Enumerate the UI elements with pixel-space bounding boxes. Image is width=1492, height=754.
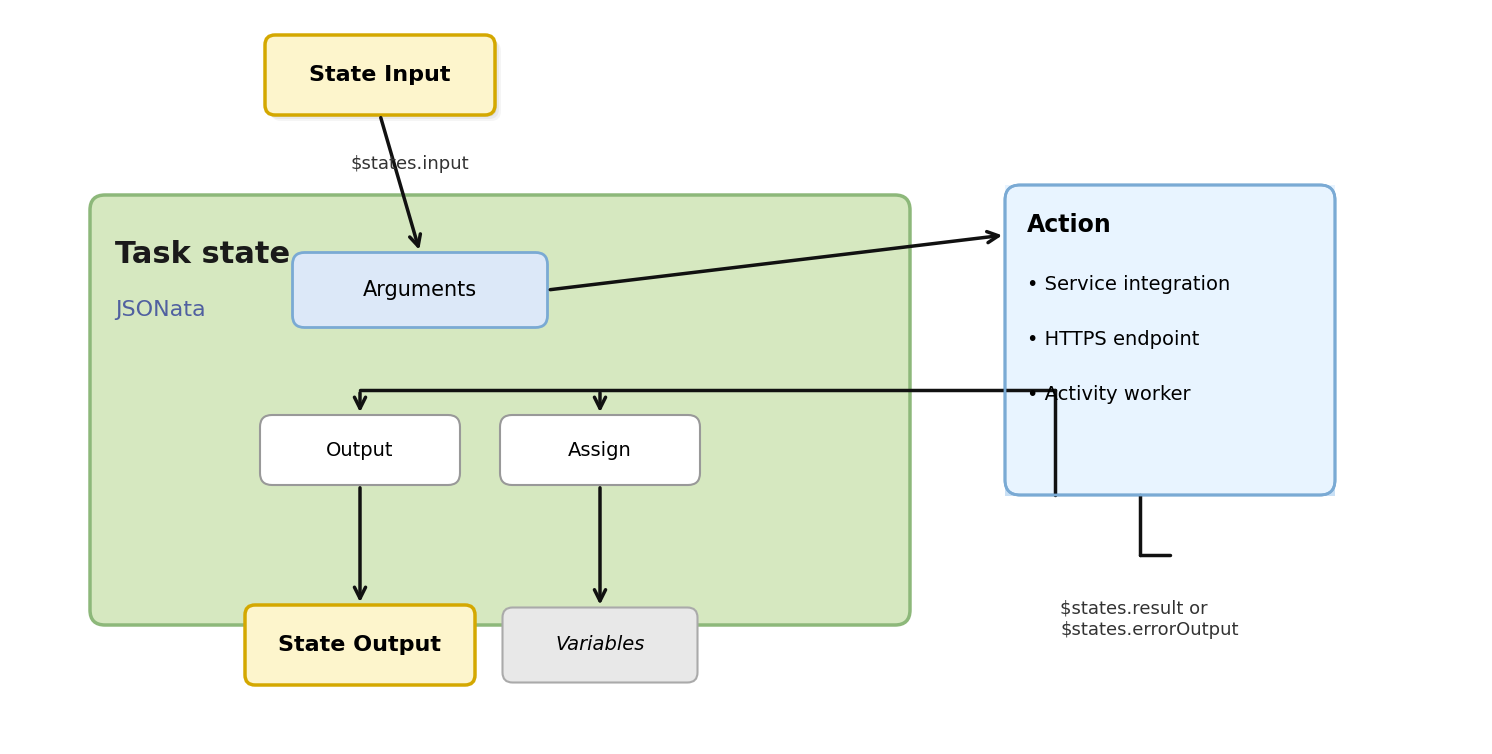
Bar — [1006, 394, 1335, 403]
Text: $states.input: $states.input — [351, 155, 468, 173]
Bar — [1006, 480, 1335, 489]
Bar — [1006, 409, 1335, 418]
Bar — [1006, 371, 1335, 380]
Bar — [1006, 262, 1335, 271]
FancyBboxPatch shape — [245, 605, 474, 685]
Bar — [1006, 239, 1335, 248]
Bar — [1006, 293, 1335, 302]
Bar — [1006, 449, 1335, 457]
Bar — [1006, 278, 1335, 287]
Bar — [1006, 247, 1335, 256]
Text: Assign: Assign — [568, 440, 633, 459]
FancyBboxPatch shape — [90, 195, 910, 625]
Bar — [1006, 464, 1335, 473]
Bar — [1006, 441, 1335, 449]
FancyBboxPatch shape — [267, 37, 497, 117]
Bar — [1006, 255, 1335, 263]
Bar — [1006, 355, 1335, 364]
Bar — [1006, 286, 1335, 295]
Text: JSONata: JSONata — [115, 300, 206, 320]
Bar — [1006, 224, 1335, 232]
Text: • Service integration: • Service integration — [1026, 275, 1231, 294]
Text: State Input: State Input — [309, 65, 451, 85]
Text: Task state: Task state — [115, 240, 289, 269]
Bar — [1006, 317, 1335, 326]
Text: Variables: Variables — [555, 636, 645, 654]
FancyBboxPatch shape — [503, 608, 697, 682]
Bar — [1006, 425, 1335, 434]
Bar — [1006, 363, 1335, 372]
Bar — [1006, 487, 1335, 496]
Bar — [1006, 379, 1335, 388]
Bar — [1006, 324, 1335, 333]
Bar — [1006, 216, 1335, 225]
Bar — [1006, 387, 1335, 395]
Bar — [1006, 340, 1335, 349]
FancyBboxPatch shape — [500, 415, 700, 485]
Bar — [1006, 472, 1335, 480]
Bar — [1006, 302, 1335, 310]
Text: $states.result or
$states.errorOutput: $states.result or $states.errorOutput — [1059, 600, 1238, 639]
Text: Arguments: Arguments — [363, 280, 477, 300]
Bar — [1006, 456, 1335, 465]
Bar — [1006, 433, 1335, 442]
FancyBboxPatch shape — [269, 39, 498, 119]
FancyBboxPatch shape — [1006, 185, 1335, 495]
Bar — [1006, 348, 1335, 357]
FancyBboxPatch shape — [292, 253, 548, 327]
Text: Output: Output — [327, 440, 394, 459]
Text: Action: Action — [1026, 213, 1112, 237]
Text: • HTTPS endpoint: • HTTPS endpoint — [1026, 330, 1200, 349]
Bar — [1006, 185, 1335, 194]
Bar — [1006, 333, 1335, 341]
FancyBboxPatch shape — [260, 415, 460, 485]
Bar — [1006, 193, 1335, 201]
Bar — [1006, 270, 1335, 279]
Bar — [1006, 201, 1335, 210]
Bar — [1006, 418, 1335, 426]
FancyBboxPatch shape — [272, 41, 501, 121]
Bar — [1006, 208, 1335, 217]
FancyBboxPatch shape — [266, 35, 495, 115]
Text: • Activity worker: • Activity worker — [1026, 385, 1191, 404]
Text: State Output: State Output — [279, 635, 442, 655]
Bar — [1006, 402, 1335, 411]
Bar — [1006, 309, 1335, 317]
Bar — [1006, 231, 1335, 241]
